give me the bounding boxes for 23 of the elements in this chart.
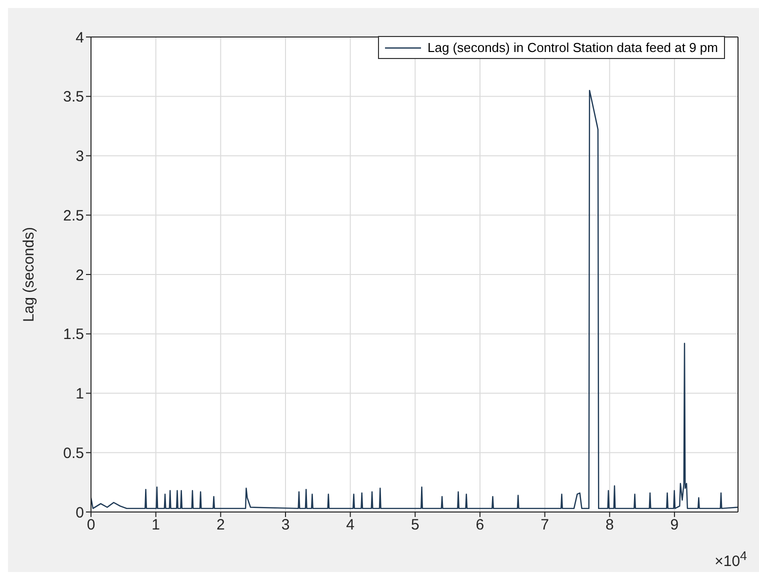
- x-tick-label: 7: [540, 516, 549, 534]
- y-tick-label: 2: [76, 266, 84, 284]
- x-tick-label: 0: [86, 516, 96, 534]
- y-tick-label: 1: [76, 386, 84, 403]
- y-tick-label: 3.5: [63, 88, 84, 106]
- y-tick-label: 0.5: [63, 444, 84, 462]
- x-tick-label: 4: [346, 516, 354, 534]
- y-tick-label: 4: [76, 29, 84, 46]
- x-tick-label: 2: [216, 516, 225, 534]
- x-tick-label: 8: [605, 516, 614, 534]
- x-tick-label: 3: [281, 516, 290, 534]
- x-tick-label: 9: [670, 516, 679, 534]
- x-tick-label: 6: [476, 516, 484, 534]
- x-tick-label: 1: [152, 516, 160, 534]
- line-series: [91, 90, 738, 510]
- y-tick-label: 2.5: [63, 207, 84, 224]
- x-tick-label: 5: [410, 516, 420, 534]
- text: ×10$^{4}$: [714, 549, 747, 570]
- legend-label: Lag (seconds) in Control Station data feed at 9 pm: [427, 40, 718, 55]
- y-tick-label: 0: [76, 504, 84, 522]
- y-tick-label: 1.5: [63, 326, 84, 344]
- y-tick-label: 3: [76, 148, 84, 166]
- y-axis-title: Lag (seconds): [20, 226, 38, 322]
